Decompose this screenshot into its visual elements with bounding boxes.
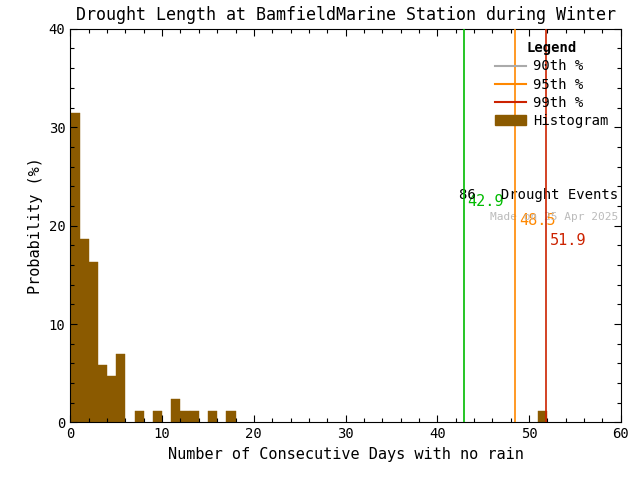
Text: Made on 25 Apr 2025: Made on 25 Apr 2025 [490,212,618,222]
Text: 51.9: 51.9 [550,233,587,248]
Bar [116,354,125,422]
X-axis label: Number of Consecutive Days with no rain: Number of Consecutive Days with no rain [168,447,524,462]
Bar [89,262,98,422]
Bar [189,411,199,422]
Bar [227,411,236,422]
Bar [180,411,189,422]
Title: Drought Length at BamfieldMarine Station during Winter: Drought Length at BamfieldMarine Station… [76,6,616,24]
Bar [134,411,144,422]
Y-axis label: Probability (%): Probability (%) [28,157,44,294]
Bar [98,365,107,422]
Bar [79,240,89,422]
Bar [172,399,180,422]
Text: 86   Drought Events: 86 Drought Events [459,188,618,202]
Text: 42.9: 42.9 [468,193,504,208]
Bar [107,376,116,422]
Legend: 90th %, 95th %, 99th %, Histogram: 90th %, 95th %, 99th %, Histogram [490,36,614,133]
Bar [208,411,217,422]
Bar [153,411,162,422]
Bar [70,113,79,422]
Bar [538,411,547,422]
Text: 48.5: 48.5 [519,213,556,228]
